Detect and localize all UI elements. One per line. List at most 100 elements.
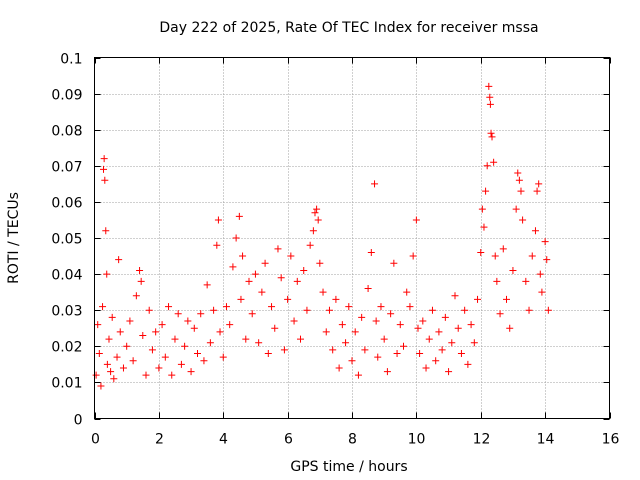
data-point <box>372 317 380 325</box>
data-point <box>271 324 279 332</box>
data-point <box>543 256 551 264</box>
y-tick-label: 0.09 <box>51 88 82 104</box>
data-point <box>258 288 266 296</box>
data-point <box>451 292 459 300</box>
data-point <box>387 310 395 318</box>
y-axis-label: ROTI / TECUs <box>6 192 22 284</box>
data-point <box>313 205 321 213</box>
data-point <box>222 303 230 311</box>
chart-title: Day 222 of 2025, Rate Of TEC Index for r… <box>159 20 538 36</box>
data-point <box>206 339 214 347</box>
data-point <box>503 295 510 303</box>
data-point <box>390 259 398 267</box>
data-point <box>445 368 453 376</box>
data-point <box>226 321 234 329</box>
data-point <box>129 357 137 365</box>
data-point <box>303 306 311 314</box>
x-tick-label: 2 <box>155 432 164 448</box>
data-point <box>92 371 100 379</box>
data-point <box>383 368 391 376</box>
data-point <box>181 342 189 350</box>
data-point <box>194 350 201 358</box>
data-point <box>171 335 179 343</box>
data-point <box>354 371 362 379</box>
data-point <box>107 368 115 376</box>
data-point <box>438 346 446 354</box>
data-point <box>422 364 430 372</box>
data-point <box>214 216 222 224</box>
data-point <box>496 310 504 318</box>
y-tick-label: 0.08 <box>51 124 82 140</box>
data-point <box>97 382 105 390</box>
data-point <box>544 306 552 314</box>
data-point <box>213 241 221 249</box>
data-point <box>348 357 356 365</box>
data-point <box>393 350 401 358</box>
y-tick-label: 0.04 <box>51 268 82 284</box>
data-point <box>416 350 424 358</box>
data-point <box>470 339 478 347</box>
data-point <box>409 252 417 260</box>
data-point <box>322 328 330 336</box>
data-point <box>132 292 140 300</box>
data-point <box>485 82 493 90</box>
data-point <box>100 165 108 173</box>
x-tick-label: 8 <box>348 432 357 448</box>
data-point <box>237 295 245 303</box>
data-point <box>255 339 263 347</box>
data-point <box>119 364 127 372</box>
data-point <box>293 277 301 285</box>
data-point <box>432 357 440 365</box>
data-point <box>380 335 388 343</box>
data-point <box>319 288 327 296</box>
data-point <box>535 180 543 188</box>
data-point <box>177 360 185 368</box>
data-point <box>155 364 163 372</box>
data-point <box>229 263 237 271</box>
data-point <box>152 328 160 336</box>
data-point <box>103 270 111 278</box>
data-point <box>235 212 243 220</box>
data-point <box>474 295 482 303</box>
data-point <box>514 169 522 177</box>
data-point <box>187 368 195 376</box>
data-point <box>517 187 525 195</box>
data-point <box>332 295 340 303</box>
y-tick-label: 0.01 <box>51 376 82 392</box>
data-point <box>100 155 108 163</box>
data-point <box>506 324 514 332</box>
data-point <box>200 357 208 365</box>
data-point <box>345 303 353 311</box>
data-point <box>483 162 491 170</box>
data-point <box>358 313 366 321</box>
data-point <box>335 364 343 372</box>
data-point <box>94 321 102 329</box>
data-point <box>491 252 499 260</box>
data-point <box>232 234 240 242</box>
data-point <box>103 360 111 368</box>
data-point <box>464 360 472 368</box>
data-point <box>110 375 118 383</box>
data-point <box>533 187 541 195</box>
data-point <box>219 353 227 361</box>
data-point <box>325 306 333 314</box>
data-point <box>268 303 276 311</box>
data-point <box>493 277 501 285</box>
data-point <box>419 317 427 325</box>
data-point <box>486 100 494 108</box>
data-point <box>374 353 382 361</box>
data-point <box>536 270 544 278</box>
x-tick-label: 16 <box>602 432 620 448</box>
data-point <box>277 274 285 282</box>
data-point <box>406 303 414 311</box>
data-point <box>280 346 288 354</box>
data-point <box>136 266 144 274</box>
data-point <box>538 288 546 296</box>
data-point <box>531 227 539 235</box>
x-tick-label: 0 <box>91 432 100 448</box>
data-point <box>116 328 124 336</box>
data-point <box>338 321 346 329</box>
data-point <box>512 205 520 213</box>
x-tick-label: 12 <box>473 432 491 448</box>
